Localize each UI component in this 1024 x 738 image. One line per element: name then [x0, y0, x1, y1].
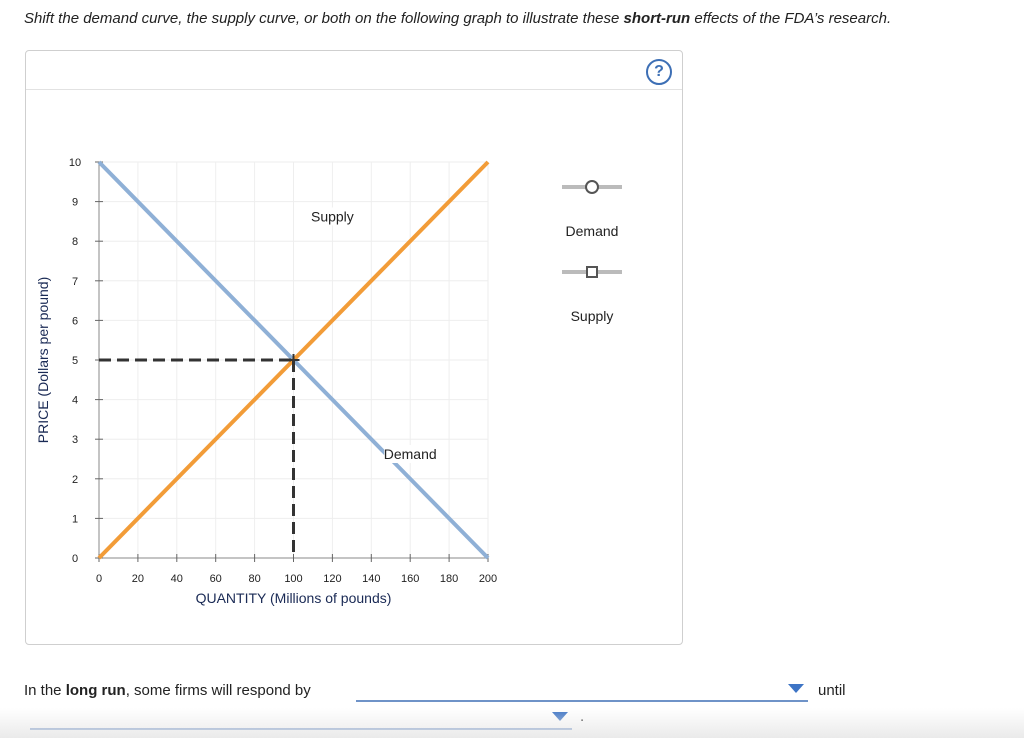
x-tick-label: 180 [440, 573, 458, 585]
x-tick-label: 0 [96, 573, 102, 585]
y-tick-label: 7 [72, 276, 78, 288]
curve-label-bg [384, 445, 437, 463]
x-tick-label: 20 [132, 573, 144, 585]
x-tick-label: 120 [323, 573, 341, 585]
until-dropdown[interactable] [30, 708, 572, 730]
x-tick-label: 100 [284, 573, 302, 585]
graph-panel: ? 0 20 40 60 80 100 120 140 160 180 200 0 1 2 3 4 5 6 7 8 9 1… [25, 50, 683, 645]
y-tick-label: 2 [72, 474, 78, 486]
period-text: . [580, 708, 585, 725]
square-marker-icon[interactable] [586, 266, 598, 278]
long-run-response-dropdown[interactable] [356, 680, 808, 702]
y-tick-label: 6 [72, 315, 78, 327]
x-axis-label: QUANTITY (Millions of pounds) [196, 590, 392, 606]
sentence-mid: , some firms will respond by [125, 682, 311, 699]
circle-marker-icon[interactable] [585, 180, 599, 194]
legend-supply-label: Supply [571, 308, 614, 324]
sentence-start: In the [24, 682, 66, 699]
sentence-bold: long run [65, 682, 126, 699]
long-run-sentence: In the long run, some firms will respond… [24, 682, 311, 699]
x-tick-label: 160 [401, 573, 419, 585]
y-axis-label: PRICE (Dollars per pound) [35, 277, 51, 444]
help-icon[interactable]: ? [646, 59, 672, 85]
x-tick-label: 140 [362, 573, 380, 585]
instruction-part1: Shift the demand curve, the supply curve… [24, 10, 624, 27]
instruction-text: Shift the demand curve, the supply curve… [24, 10, 891, 27]
chevron-down-icon [788, 684, 804, 693]
legend-demand-label: Demand [566, 223, 619, 239]
x-tick-label: 200 [479, 573, 497, 585]
y-tick-label: 9 [72, 197, 78, 209]
panel-header: ? [26, 51, 682, 90]
until-text: until [818, 682, 846, 699]
x-tick-label: 40 [171, 573, 183, 585]
graph-canvas: 0 20 40 60 80 100 120 140 160 180 200 0 1 2 3 4 5 6 7 8 9 10 Q… [35, 157, 622, 606]
y-tick-label: 10 [69, 157, 81, 169]
x-tick-label: 80 [248, 573, 260, 585]
instruction-bold: short-run [623, 10, 691, 27]
y-tick-label: 8 [72, 236, 78, 248]
curve-label-demand: Demand [384, 446, 437, 462]
chevron-down-icon [552, 712, 568, 721]
y-tick-label: 3 [72, 434, 78, 446]
y-tick-label: 4 [72, 395, 78, 407]
y-tick-label: 1 [72, 513, 78, 525]
y-tick-label: 5 [72, 355, 78, 367]
x-tick-label: 60 [210, 573, 222, 585]
y-tick-label: 0 [72, 553, 78, 565]
instruction-part2: effects of the FDA’s research. [690, 10, 892, 27]
curve-label-supply: Supply [311, 208, 354, 224]
curve-label-bg [306, 207, 359, 226]
